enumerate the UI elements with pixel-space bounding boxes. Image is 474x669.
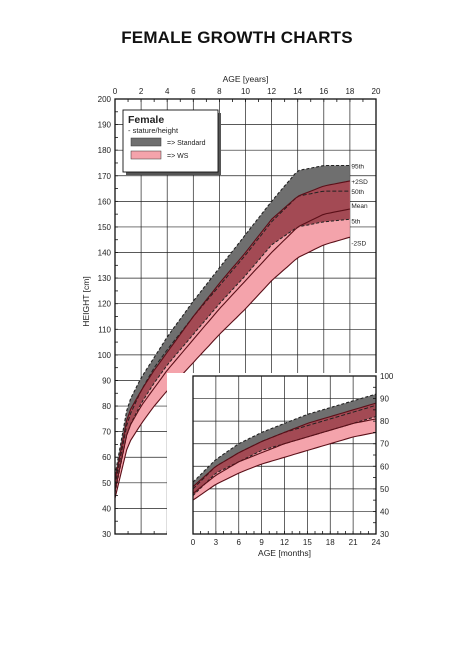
curve-label: 95th	[351, 164, 364, 171]
inset-y-tick-label: 60	[380, 462, 389, 471]
legend-swatch	[130, 137, 162, 147]
inset-x-axis-label: AGE [months]	[258, 548, 311, 558]
inset-x-tick-label: 6	[237, 538, 242, 547]
page-title: FEMALE GROWTH CHARTS	[121, 28, 353, 47]
inset-x-tick-label: 21	[349, 538, 358, 547]
ws-minus2sd-line	[115, 236, 351, 499]
curve-label: 5th	[351, 219, 360, 226]
main-y-tick-label: 130	[98, 274, 112, 283]
overlap-band	[115, 180, 350, 494]
inset-y-tick-label: 30	[380, 530, 389, 539]
legend-swatch	[130, 150, 162, 160]
main-x-tick-label: 18	[345, 87, 354, 96]
main-y-tick-label: 100	[98, 351, 112, 360]
main-x-tick-label: 2	[139, 87, 144, 96]
overlap-band	[193, 403, 376, 496]
legend-item-label: => WS	[167, 153, 189, 160]
main-x-tick-label: 12	[267, 87, 276, 96]
main-x-tick-label: 10	[241, 87, 250, 96]
inset-y-tick-label: 50	[380, 485, 389, 494]
main-y-tick-label: 140	[98, 249, 112, 258]
legend: Female- stature/height => Standard => WS	[122, 109, 221, 175]
ws-plus2sd-line	[193, 402, 376, 488]
main-x-tick-label: 16	[319, 87, 328, 96]
main-y-tick-label: 80	[102, 402, 111, 411]
main-y-tick-label: 180	[98, 146, 112, 155]
inset-x-tick-label: 24	[372, 538, 381, 547]
main-x-tick-label: 8	[217, 87, 222, 96]
inset-y-tick-label: 100	[380, 372, 394, 381]
inset-y-tick-label: 90	[380, 395, 389, 404]
main-y-tick-label: 110	[98, 325, 111, 334]
legend-heading: Female	[128, 114, 164, 126]
curve-label: Mean	[351, 203, 368, 210]
inset-y-tick-label: 70	[380, 440, 389, 449]
inset-y-tick-label: 80	[380, 417, 389, 426]
curve-label: +2SD	[351, 179, 368, 186]
main-y-axis-label: HEIGHT [cm]	[81, 276, 91, 326]
main-x-tick-label: 0	[113, 87, 118, 96]
main-y-tick-label: 70	[102, 428, 111, 437]
main-y-tick-label: 160	[98, 197, 112, 206]
ws-mean-line	[115, 208, 351, 491]
main-y-tick-label: 60	[102, 453, 111, 462]
main-y-tick-label: 40	[102, 504, 111, 513]
curve-label: 50th	[351, 189, 364, 196]
inset-x-tick-label: 15	[303, 538, 312, 547]
legend-item-label: => Standard	[167, 140, 206, 147]
inset-x-tick-label: 9	[259, 538, 264, 547]
main-y-tick-label: 120	[98, 300, 112, 309]
standard-5th-line	[115, 218, 350, 494]
standard-50th-line	[115, 190, 350, 486]
main-y-tick-label: 190	[98, 121, 112, 130]
ws-minus2sd-line	[193, 431, 376, 501]
curve-label: -2SD	[351, 240, 366, 247]
main-y-tick-label: 30	[102, 530, 111, 539]
main-y-tick-label: 170	[98, 172, 112, 181]
ws-plus2sd-line	[115, 180, 351, 481]
main-y-tick-label: 50	[102, 479, 111, 488]
inset-x-tick-label: 3	[214, 538, 219, 547]
main-x-tick-label: 14	[293, 87, 302, 96]
main-x-axis-label: AGE [years]	[223, 74, 269, 84]
main-y-tick-label: 150	[98, 223, 112, 232]
ws-band	[115, 180, 350, 499]
inset-y-tick-label: 40	[380, 507, 389, 516]
main-x-tick-label: 4	[165, 87, 170, 96]
standard-95th-line	[115, 164, 350, 476]
ws-mean-line	[193, 418, 376, 494]
inset-x-tick-label: 12	[280, 538, 289, 547]
main-y-tick-label: 200	[98, 95, 112, 104]
main-y-tick-label: 90	[102, 376, 111, 385]
inset-x-tick-label: 0	[191, 538, 196, 547]
standard-95th-line	[193, 393, 376, 483]
main-x-tick-label: 20	[372, 87, 381, 96]
inset-x-tick-label: 18	[326, 538, 335, 547]
legend-subheading: - stature/height	[128, 126, 179, 135]
main-x-tick-label: 6	[191, 87, 196, 96]
